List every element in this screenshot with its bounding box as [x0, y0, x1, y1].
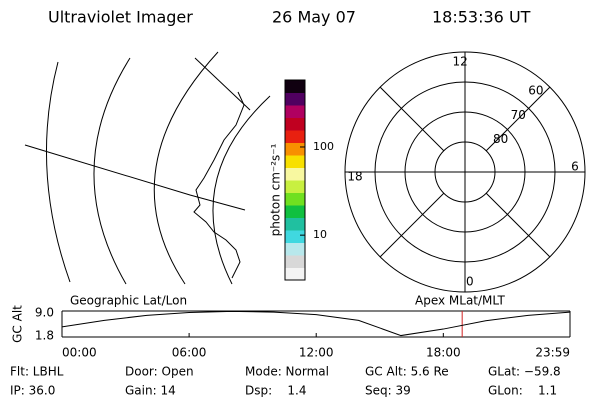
- color-band: [285, 117, 305, 131]
- status-field: Door: Open: [125, 365, 194, 379]
- polar-diagonal: [379, 192, 445, 258]
- polar-angle-label: 0: [466, 275, 474, 289]
- y-tick-label: 9.0: [35, 306, 54, 320]
- colorbar-tick-label: 10: [313, 228, 327, 241]
- parallel-line: [24, 144, 246, 211]
- status-field: Gain: 14: [125, 384, 176, 398]
- x-tick-label: 00:00: [62, 346, 97, 360]
- meridian-arc: [153, 51, 219, 285]
- color-band: [285, 130, 305, 143]
- status-field: Flt: LBHL: [10, 365, 64, 379]
- colorbar-label: photon cm⁻²s⁻¹: [269, 143, 283, 236]
- color-band: [285, 255, 305, 268]
- x-tick-label: 18:00: [426, 346, 461, 360]
- status-field: GLat: −59.8: [488, 365, 561, 379]
- x-tick-label: 23:59: [535, 346, 570, 360]
- color-band: [285, 242, 305, 256]
- status-field: GC Alt: 5.6 Re: [365, 365, 449, 379]
- color-band: [285, 155, 305, 168]
- status-field: Seq: 39: [365, 384, 411, 398]
- status-field: GLon: 1.1: [488, 384, 557, 398]
- colorbar-frame: [284, 79, 306, 281]
- meridian-arc: [93, 57, 131, 285]
- color-band: [285, 217, 305, 231]
- parallel-line: [194, 57, 251, 111]
- color-band: [285, 180, 305, 193]
- time: 18:53:36 UT: [432, 8, 531, 27]
- geographic-map: [24, 51, 271, 285]
- polar-ring-label: 60: [528, 84, 543, 98]
- colorbar-tick-label: 100: [313, 140, 334, 153]
- y-axis-label: GC Alt: [11, 305, 25, 343]
- status-field: Dsp: 1.4: [245, 384, 307, 398]
- x-tick-label: 06:00: [172, 346, 207, 360]
- color-band: [285, 92, 305, 106]
- y-tick-label: 1.8: [35, 329, 54, 343]
- altitude-line: [61, 310, 571, 337]
- coastline: [193, 91, 245, 279]
- meridian-arc: [212, 95, 271, 285]
- x-tick-label: 12:00: [299, 346, 334, 360]
- color-band: [285, 205, 305, 218]
- polar-ring-label: 80: [493, 132, 508, 146]
- plot-title: Geographic Lat/Lon: [70, 294, 187, 308]
- polar-angle-label: 12: [453, 55, 468, 69]
- color-band: [285, 192, 305, 206]
- color-band: [285, 230, 305, 243]
- polar-angle-label: 6: [571, 160, 579, 174]
- color-band: [285, 267, 305, 281]
- polar-ring-label: 70: [511, 108, 526, 122]
- plot-title: Apex MLat/MLT: [415, 294, 505, 308]
- date: 26 May 07: [272, 8, 356, 27]
- title: Ultraviolet Imager: [48, 8, 193, 27]
- polar-diagonal: [379, 86, 445, 152]
- status-field: Mode: Normal: [245, 365, 329, 379]
- color-band: [285, 80, 305, 93]
- polar-diagonal: [485, 86, 551, 152]
- polar-angle-label: 18: [347, 169, 362, 183]
- color-band: [285, 105, 305, 118]
- color-band: [285, 142, 305, 156]
- status-field: IP: 36.0: [10, 384, 55, 398]
- color-band: [285, 167, 305, 181]
- meridian-arc: [46, 61, 71, 283]
- polar-diagonal: [485, 192, 551, 258]
